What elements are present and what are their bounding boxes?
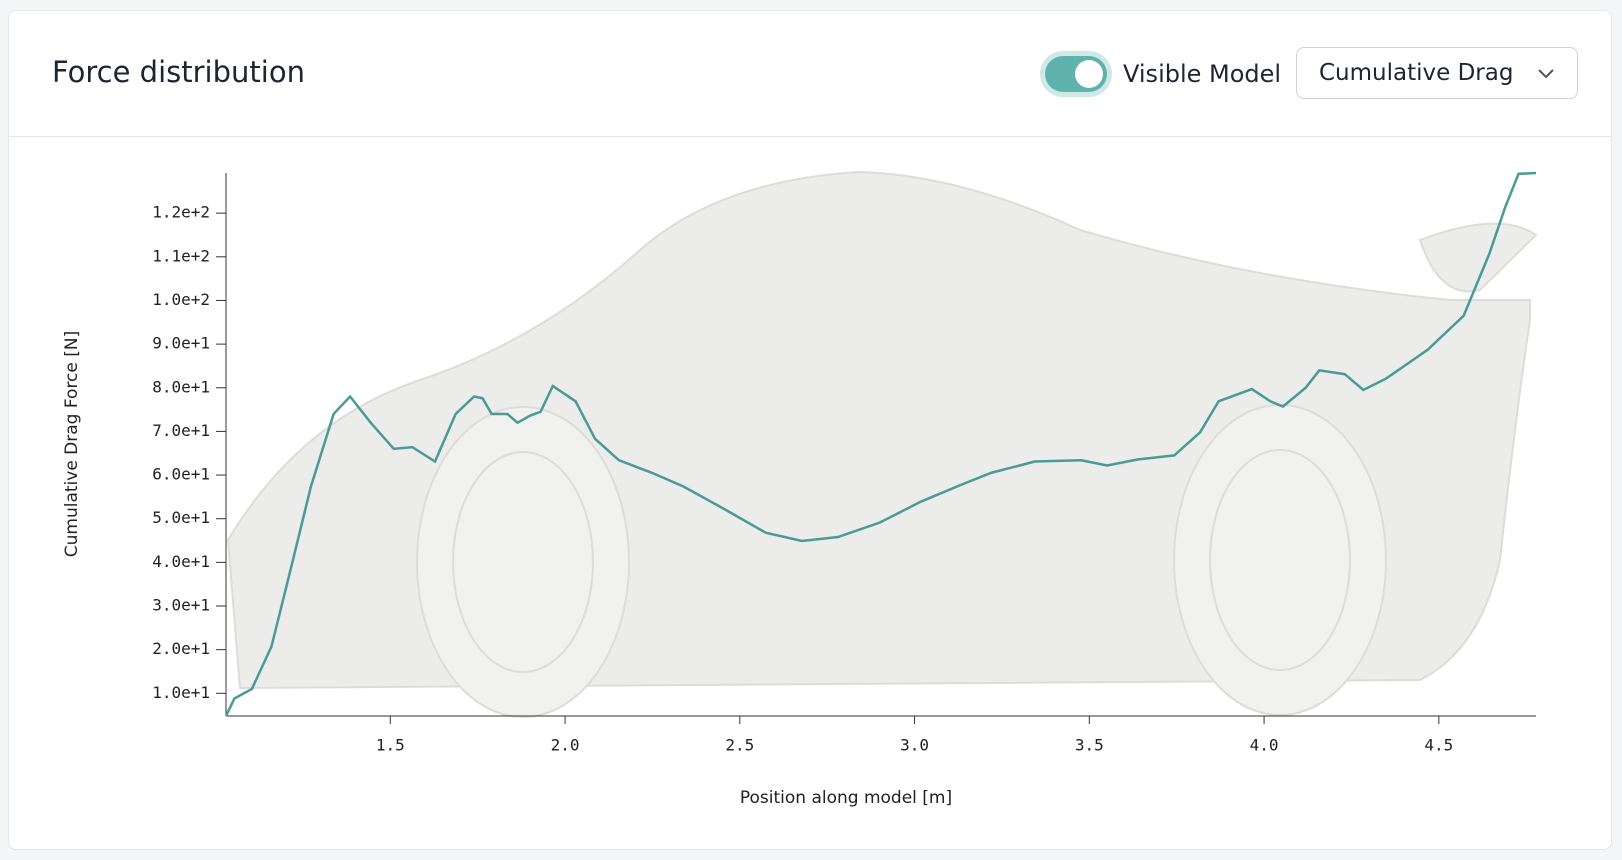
y-tick-label: 1.0e+1 — [152, 683, 210, 702]
title: Force distribution — [52, 55, 305, 89]
data-line — [224, 171, 1537, 717]
x-tick-label: 3.5 — [1075, 736, 1104, 755]
toggle[interactable] — [1045, 56, 1107, 92]
y-tick-label: 8.0e+1 — [152, 377, 210, 396]
x-tick-label: 2.5 — [725, 736, 754, 755]
x-tick-label: 2.0 — [551, 736, 580, 755]
y-tick-label: 7.0e+1 — [152, 421, 210, 440]
y-tick-label: 4.0e+1 — [152, 552, 210, 571]
y-tick-label: 6.0e+1 — [152, 465, 210, 484]
toggle-knob — [1075, 60, 1103, 88]
car-model — [226, 170, 1538, 718]
y-axis-label: Cumulative Drag Force [N] — [62, 331, 82, 558]
card-header: Force distribution Visible Model Cumulat… — [9, 11, 1611, 137]
x-axis-label: Position along model [m] — [740, 788, 952, 808]
y-tick-label: 5.0e+1 — [152, 508, 210, 527]
x-tick-label: 3.0 — [900, 736, 929, 755]
y-tick-label: 1.0e+2 — [152, 290, 210, 309]
y-tick-label: 2.0e+1 — [152, 639, 210, 658]
dropdown-value: Cumulative Drag — [1319, 60, 1514, 86]
y-tick-label: 1.1e+2 — [152, 246, 210, 265]
toggle-label: Visible Model — [1123, 60, 1282, 88]
dropdown[interactable]: Cumulative Drag — [1296, 47, 1578, 99]
y-tick-label: 1.2e+2 — [152, 203, 210, 222]
chevron — [1538, 69, 1554, 79]
y-tick-label: 3.0e+1 — [152, 596, 210, 615]
x-tick-label: 4.5 — [1424, 736, 1453, 755]
y-tick-label: 9.0e+1 — [152, 334, 210, 353]
x-tick-label: 1.5 — [376, 736, 405, 755]
x-tick-label: 4.0 — [1250, 736, 1279, 755]
